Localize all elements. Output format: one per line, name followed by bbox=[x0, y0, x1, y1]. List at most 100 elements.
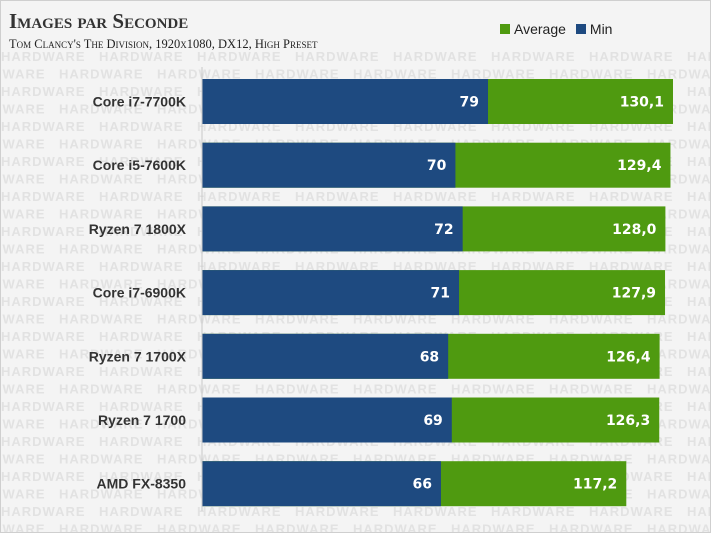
watermark-text: HARDWARE bbox=[1, 137, 46, 152]
bar-min bbox=[202, 142, 456, 188]
watermark-text: HARDWARE bbox=[255, 522, 340, 533]
watermark-text: HARDWARE bbox=[589, 49, 674, 64]
watermark-text: HARDWARE bbox=[549, 522, 634, 533]
watermark-text: HARDWARE bbox=[157, 382, 242, 397]
watermark-text: HARDWARE bbox=[59, 452, 144, 467]
watermark-text: HARDWARE bbox=[491, 189, 576, 204]
bar-group: Ryzen 7 1700 69 126,3 bbox=[98, 397, 660, 443]
watermark-text: HARDWARE bbox=[1, 312, 46, 327]
watermark-text: HARDWARE bbox=[647, 522, 710, 533]
watermark-text: HARDWARE bbox=[295, 189, 380, 204]
watermark-text: HARDWARE bbox=[59, 522, 144, 533]
bar-group: Core i7-6900K 71 127,9 bbox=[93, 270, 666, 316]
watermark-text: HARDWARE bbox=[59, 347, 144, 362]
watermark-text: HARDWARE bbox=[687, 294, 710, 309]
watermark-text: HARDWARE bbox=[451, 522, 536, 533]
watermark-text: HARDWARE bbox=[99, 504, 184, 519]
bar-min bbox=[202, 397, 452, 443]
watermark-text: HARDWARE bbox=[687, 224, 710, 239]
data-label-average: 128,0 bbox=[612, 222, 657, 238]
bar-group: AMD FX-8350 66 117,2 bbox=[97, 461, 627, 507]
watermark-text: HARDWARE bbox=[99, 49, 184, 64]
watermark-text: HARDWARE bbox=[59, 487, 144, 502]
data-label-average: 126,4 bbox=[606, 349, 651, 365]
bar-min bbox=[202, 206, 463, 252]
watermark-text: HARDWARE bbox=[589, 189, 674, 204]
data-label-min: 72 bbox=[434, 222, 453, 238]
watermark-text: HARDWARE bbox=[549, 67, 634, 82]
category-label: Ryzen 7 1800X bbox=[89, 221, 187, 237]
watermark-text: HARDWARE bbox=[1, 399, 86, 414]
chart-title: Images par Seconde bbox=[9, 9, 189, 33]
watermark-text: HARDWARE bbox=[197, 49, 282, 64]
category-label: Ryzen 7 1700X bbox=[89, 348, 187, 364]
category-label: Core i5-7600K bbox=[93, 157, 186, 173]
watermark-text: HARDWARE bbox=[1, 452, 46, 467]
watermark-text: HARDWARE bbox=[1, 189, 86, 204]
watermark-text: HARDWARE bbox=[647, 417, 710, 432]
data-label-min: 79 bbox=[460, 95, 479, 111]
watermark-text: HARDWARE bbox=[59, 207, 144, 222]
watermark-text: HARDWARE bbox=[59, 312, 144, 327]
watermark-text: HARDWARE bbox=[255, 382, 340, 397]
watermark-text: HARDWARE bbox=[687, 49, 710, 64]
watermark-text: HARDWARE bbox=[1, 242, 46, 257]
watermark-text: HARDWARE bbox=[99, 434, 184, 449]
watermark-text: HARDWARE bbox=[99, 224, 184, 239]
legend: Average Min bbox=[500, 21, 622, 37]
watermark-text: HARDWARE bbox=[647, 312, 710, 327]
bar-min bbox=[202, 333, 449, 379]
watermark-text: HARDWARE bbox=[491, 504, 576, 519]
watermark-text: HARDWARE bbox=[59, 67, 144, 82]
watermark-text: HARDWARE bbox=[255, 67, 340, 82]
data-label-average: 130,1 bbox=[620, 95, 664, 111]
watermark-text: HARDWARE bbox=[99, 364, 184, 379]
watermark-text: HARDWARE bbox=[59, 172, 144, 187]
legend-item-min: Min bbox=[575, 21, 612, 37]
watermark-text: HARDWARE bbox=[1, 49, 86, 64]
data-label-average: 117,2 bbox=[573, 477, 617, 493]
watermark-text: HARDWARE bbox=[1, 154, 86, 169]
watermark-text: HARDWARE bbox=[647, 347, 710, 362]
watermark-text: HARDWARE bbox=[451, 312, 536, 327]
watermark-text: HARDWARE bbox=[549, 312, 634, 327]
watermark-text: HARDWARE bbox=[1, 294, 86, 309]
data-label-min: 70 bbox=[427, 158, 447, 174]
watermark-text: HARDWARE bbox=[451, 67, 536, 82]
watermark-text: HARDWARE bbox=[1, 102, 46, 117]
watermark-text: HARDWARE bbox=[491, 49, 576, 64]
category-label: Core i7-7700K bbox=[93, 94, 186, 110]
watermark-text: HARDWARE bbox=[353, 382, 438, 397]
watermark-text: HARDWARE bbox=[687, 84, 710, 99]
data-label-min: 71 bbox=[431, 286, 450, 302]
watermark-text: HARDWARE bbox=[157, 67, 242, 82]
watermark-text: HARDWARE bbox=[647, 382, 710, 397]
bar-group: Core i7-7700K 79 130,1 bbox=[93, 79, 673, 124]
watermark-text: HARDWARE bbox=[59, 102, 144, 117]
legend-label-average: Average bbox=[514, 21, 566, 37]
watermark-text: HARDWARE bbox=[393, 189, 478, 204]
watermark-text: HARDWARE bbox=[1, 469, 86, 484]
watermark-text: HARDWARE bbox=[157, 312, 242, 327]
watermark-text: HARDWARE bbox=[99, 154, 184, 169]
bar-group: Ryzen 7 1700X 68 126,4 bbox=[89, 333, 660, 379]
watermark-text: HARDWARE bbox=[99, 259, 184, 274]
watermark-text: HARDWARE bbox=[1, 347, 46, 362]
category-label: Ryzen 7 1700 bbox=[98, 412, 186, 428]
data-label-average: 126,3 bbox=[606, 413, 650, 429]
watermark-text: HARDWARE bbox=[687, 434, 710, 449]
watermark-text: HARDWARE bbox=[99, 294, 184, 309]
watermark-text: HARDWARE bbox=[197, 504, 282, 519]
category-label: Core i7-6900K bbox=[93, 285, 186, 301]
data-label-average: 129,4 bbox=[617, 158, 662, 174]
watermark-text: HARDWARE bbox=[687, 259, 710, 274]
watermark-text: HARDWARE bbox=[647, 67, 710, 82]
watermark-text: HARDWARE bbox=[1, 259, 86, 274]
data-label-min: 66 bbox=[412, 477, 431, 493]
watermark-text: HARDWARE bbox=[1, 67, 46, 82]
watermark-text: HARDWARE bbox=[59, 277, 144, 292]
watermark-text: HARDWARE bbox=[393, 49, 478, 64]
watermark-text: HARDWARE bbox=[1, 329, 86, 344]
chart-subtitle: Tom Clancy's The Division, 1920x1080, DX… bbox=[9, 37, 318, 51]
